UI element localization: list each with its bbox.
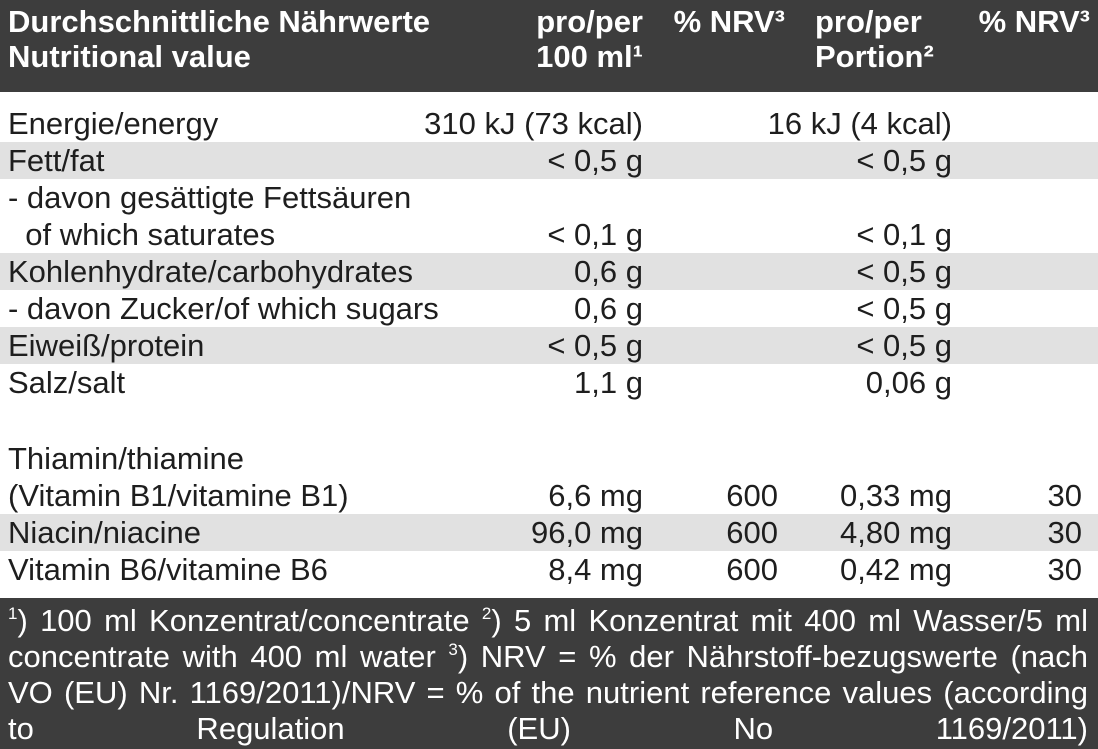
row-label: - davon gesättigte Fettsäuren of which s… [8, 179, 411, 253]
value-cell: 0,33 mg [839, 478, 952, 513]
value-cell: 0,6 g [574, 291, 643, 326]
label-line: Niacin/niacine [8, 515, 201, 550]
header-line: 100 ml¹ [536, 39, 643, 74]
header-line: Durchschnittliche Nährwerte [8, 4, 431, 39]
value-cell: 30 [1047, 515, 1082, 550]
value-cell: 16 kJ (4 kcal) [767, 106, 952, 141]
value-cell: < 0,5 g [547, 328, 643, 363]
value-cell: 0,42 mg [839, 552, 952, 587]
macronutrient-rows: Energie/energy 310 kJ (73 kcal) 16 kJ (4 k… [0, 105, 1098, 401]
row-label: Salz/salt [8, 364, 125, 401]
table-row: - davon Zucker/of which sugars 0,6 g < 0,5… [0, 290, 1098, 327]
footnote-mark: 2 [481, 604, 492, 623]
value-cell: < 0,5 g [856, 328, 952, 363]
header-line: pro/per [536, 4, 643, 39]
header-cell: % NRV³ [979, 4, 1090, 39]
header-line: % NRV³ [673, 4, 785, 39]
table-row: Energie/energy 310 kJ (73 kcal) 16 kJ (4 k… [0, 105, 1098, 142]
value-cell: < 0,5 g [856, 254, 952, 289]
value-cell: 4,80 mg [839, 515, 952, 550]
row-label: Energie/energy [8, 105, 218, 142]
table-row: Fett/fat < 0,5 g < 0,5 g [0, 142, 1098, 179]
table-row: - davon gesättigte Fettsäuren of which s… [0, 179, 1098, 253]
table-row: Eiweiß/protein < 0,5 g < 0,5 g [0, 327, 1098, 364]
value-cell: 1,1 g [574, 365, 643, 400]
table-row: Thiamin/thiamine (Vitamin B1/vitamine B1)… [0, 440, 1098, 514]
label-line: Salz/salt [8, 365, 126, 400]
value-cell: 600 [726, 515, 778, 550]
table-row: Niacin/niacine 96,0 mg 600 4,80 mg 30 [0, 514, 1098, 551]
label-line: Fett/fat [8, 143, 105, 178]
footnote-mark: 3 [448, 640, 458, 659]
row-label: Kohlenhydrate/carbohydrates [8, 253, 413, 290]
value-cell: 600 [726, 478, 778, 513]
header-cell: % NRV³ [674, 4, 785, 39]
row-label: Niacin/niacine [8, 514, 201, 551]
label-line: (Vitamin B1/vitamine B1) [8, 478, 349, 513]
footnote-mark: 1 [8, 604, 18, 623]
row-label: - davon Zucker/of which sugars [8, 290, 439, 327]
header-cell: Durchschnittliche Nährwerte Nutritional v… [8, 4, 430, 74]
label-line: of which saturates [8, 217, 276, 252]
header-cell: pro/per Portion² [815, 4, 934, 74]
label-line: - davon gesättigte Fettsäuren [8, 180, 412, 215]
row-label: Fett/fat [8, 142, 104, 179]
footnote-text: ) 5 ml Konzentrat mit 400 ml Wasser/5 ml… [8, 603, 1088, 674]
value-cell: 310 kJ (73 kcal) [424, 106, 643, 141]
label-line: Thiamin/thiamine [8, 441, 245, 476]
value-cell: < 0,1 g [547, 217, 643, 252]
table-row: Salz/salt 1,1 g 0,06 g [0, 364, 1098, 401]
table-row: Vitamin B6/vitamine B6 8,4 mg 600 0,42 mg 30 [0, 551, 1098, 588]
value-cell: < 0,5 g [856, 143, 952, 178]
row-label: Eiweiß/protein [8, 327, 204, 364]
label-line: Eiweiß/protein [8, 328, 205, 363]
value-cell: 6,6 mg [548, 478, 643, 513]
value-cell: 30 [1047, 478, 1082, 513]
table-header: Durchschnittliche Nährwerte Nutritional v… [0, 0, 1098, 92]
value-cell: 0,06 g [865, 365, 952, 400]
label-line: Kohlenhydrate/carbohydrates [8, 254, 413, 289]
row-label: Vitamin B6/vitamine B6 [8, 551, 328, 588]
header-line: pro/per [815, 4, 922, 39]
value-cell: < 0,5 g [547, 143, 643, 178]
row-label: Thiamin/thiamine (Vitamin B1/vitamine B1) [8, 440, 349, 514]
header-line: Nutritional value [8, 39, 251, 74]
value-cell: < 0,5 g [856, 291, 952, 326]
value-cell: < 0,1 g [856, 217, 952, 252]
footnote-text: ) NRV = % der Nährstoff-bezugswerte (nac… [8, 639, 1088, 746]
label-line: - davon Zucker/of which sugars [8, 291, 439, 326]
value-cell: 0,6 g [574, 254, 643, 289]
footnotes: 1) 100 ml Konzentrat/concentrate 2) 5 ml… [0, 598, 1098, 749]
label-line: Energie/energy [8, 106, 219, 141]
label-line: Vitamin B6/vitamine B6 [8, 552, 328, 587]
table-row: Kohlenhydrate/carbohydrates 0,6 g < 0,5 g [0, 253, 1098, 290]
header-line: % NRV³ [978, 4, 1090, 39]
value-cell: 8,4 mg [548, 552, 643, 587]
vitamin-rows: Thiamin/thiamine (Vitamin B1/vitamine B1)… [0, 440, 1098, 588]
header-cell: pro/per 100 ml¹ [536, 4, 643, 74]
value-cell: 30 [1047, 552, 1082, 587]
footnote-text: ) 100 ml Konzentrat/concentrate [17, 603, 482, 638]
value-cell: 96,0 mg [530, 515, 643, 550]
header-line: Portion² [815, 39, 934, 74]
value-cell: 600 [726, 552, 778, 587]
